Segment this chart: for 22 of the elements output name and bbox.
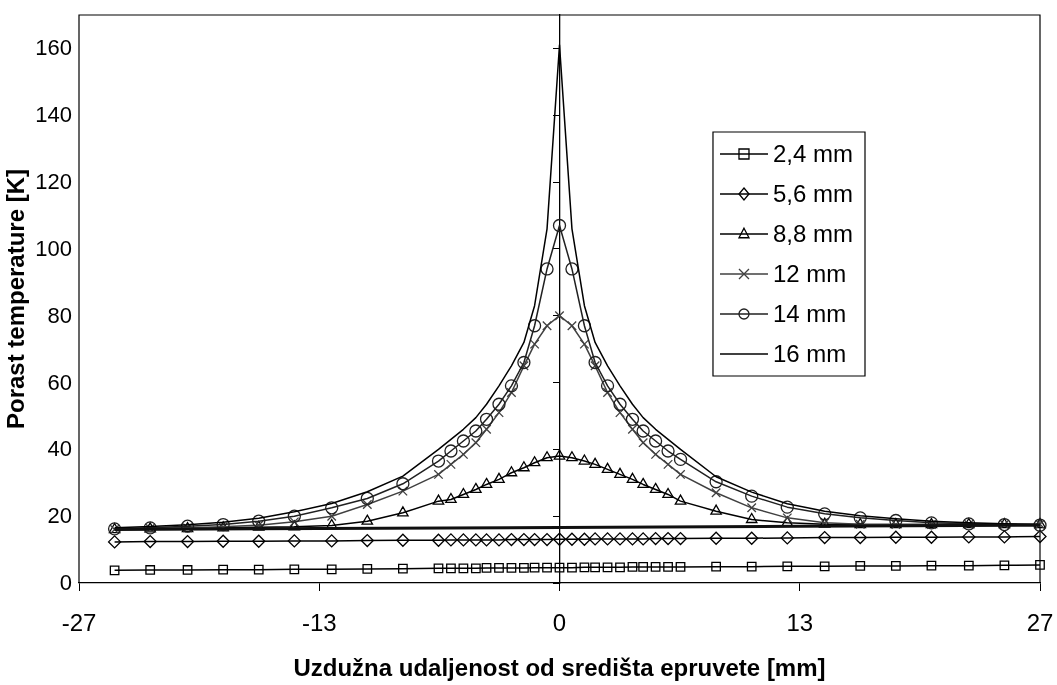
y-tick-label: 140 [35,102,72,128]
x-tick-label: 13 [786,609,814,637]
x-axis-title: Uzdužna udaljenost od središta epruvete [mm] [293,654,826,682]
y-tick-label: 120 [35,169,72,195]
legend-label: 14 mm [772,299,847,327]
legend-label: 12 mm [772,259,847,287]
y-axis-title: Porast temperature [K] [1,168,29,430]
x-tick-label: -27 [61,609,97,637]
x-tick-label: 27 [1026,609,1054,637]
legend-label: 8,8 mm [772,219,853,247]
legend-label: 5,6 mm [772,179,853,207]
legend-label: 2,4 mm [772,139,853,167]
y-tick-label: 60 [47,369,72,395]
y-tick-label: 0 [59,570,72,596]
y-tick-label: 80 [47,302,72,328]
y-tick-label: 20 [47,503,72,529]
y-tick-label: 160 [35,35,72,61]
legend-label: 16 mm [772,339,847,367]
x-tick-label: 0 [552,609,567,637]
y-tick-label: 100 [35,235,72,261]
x-tick-label: -13 [301,609,337,637]
y-tick-label: 40 [47,436,72,462]
